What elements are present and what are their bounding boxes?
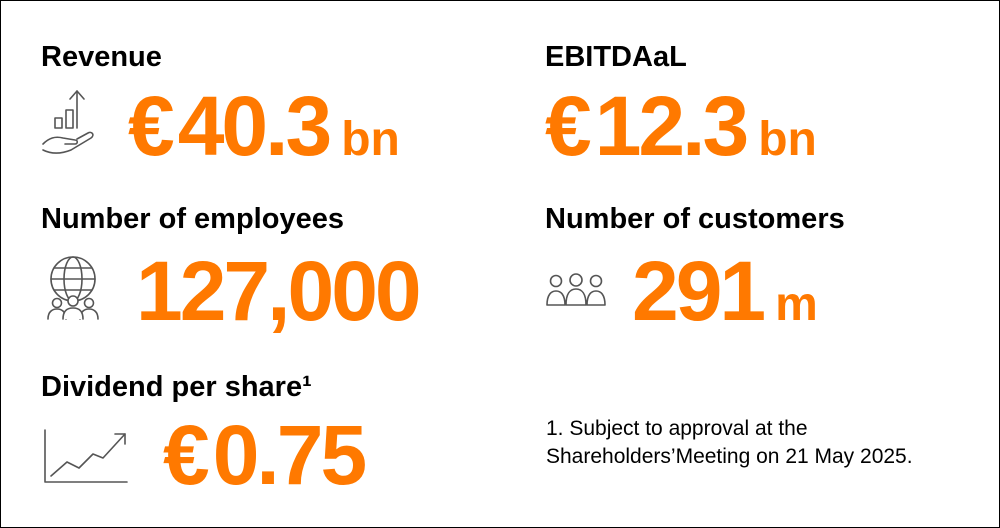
employees-label: Number of employees (41, 203, 344, 235)
footnote-line-1: 1. Subject to approval at the (546, 417, 808, 440)
ebitdaal-currency: € (545, 79, 592, 173)
growth-hand-icon (41, 88, 99, 156)
footnote: 1. Subject to approval at the Shareholde… (546, 415, 913, 471)
customers-label: Number of customers (545, 203, 845, 235)
customers-unit: m (775, 278, 818, 331)
footnote-line-2: Shareholders’Meeting on 21 May 2025. (546, 445, 913, 468)
people-group-icon (545, 273, 607, 307)
dividend-currency: € (163, 408, 210, 502)
metric-customers: Number of customers 291 m (545, 205, 965, 335)
customers-number: 291 (632, 244, 766, 338)
ebitdaal-number: 12.3 (594, 79, 749, 173)
employees-value: 127,000 (41, 247, 501, 333)
metric-revenue: Revenue €40.3 bn (41, 43, 461, 173)
revenue-number: 40.3 (177, 79, 332, 173)
revenue-unit: bn (341, 113, 400, 166)
revenue-value: €40.3 bn (41, 83, 461, 168)
metric-employees: Number of employees 127,000 (41, 205, 501, 335)
customers-value: 291 m (545, 247, 965, 333)
employees-number: 127,000 (136, 244, 422, 338)
metric-dividend: Dividend per share¹ €0.75 (41, 373, 461, 503)
globe-people-icon (43, 255, 103, 321)
dividend-value: €0.75 (41, 413, 461, 497)
ebitdaal-unit: bn (758, 113, 817, 166)
trend-up-chart-icon (43, 428, 129, 484)
dividend-number: 0.75 (212, 408, 367, 502)
ebitdaal-label: EBITDAaL (545, 41, 687, 73)
revenue-currency: € (128, 79, 175, 173)
metric-ebitdaal: EBITDAaL €12.3 bn (545, 43, 965, 173)
revenue-label: Revenue (41, 41, 162, 73)
ebitdaal-value: €12.3 bn (545, 83, 965, 168)
dividend-label: Dividend per share¹ (41, 371, 312, 403)
